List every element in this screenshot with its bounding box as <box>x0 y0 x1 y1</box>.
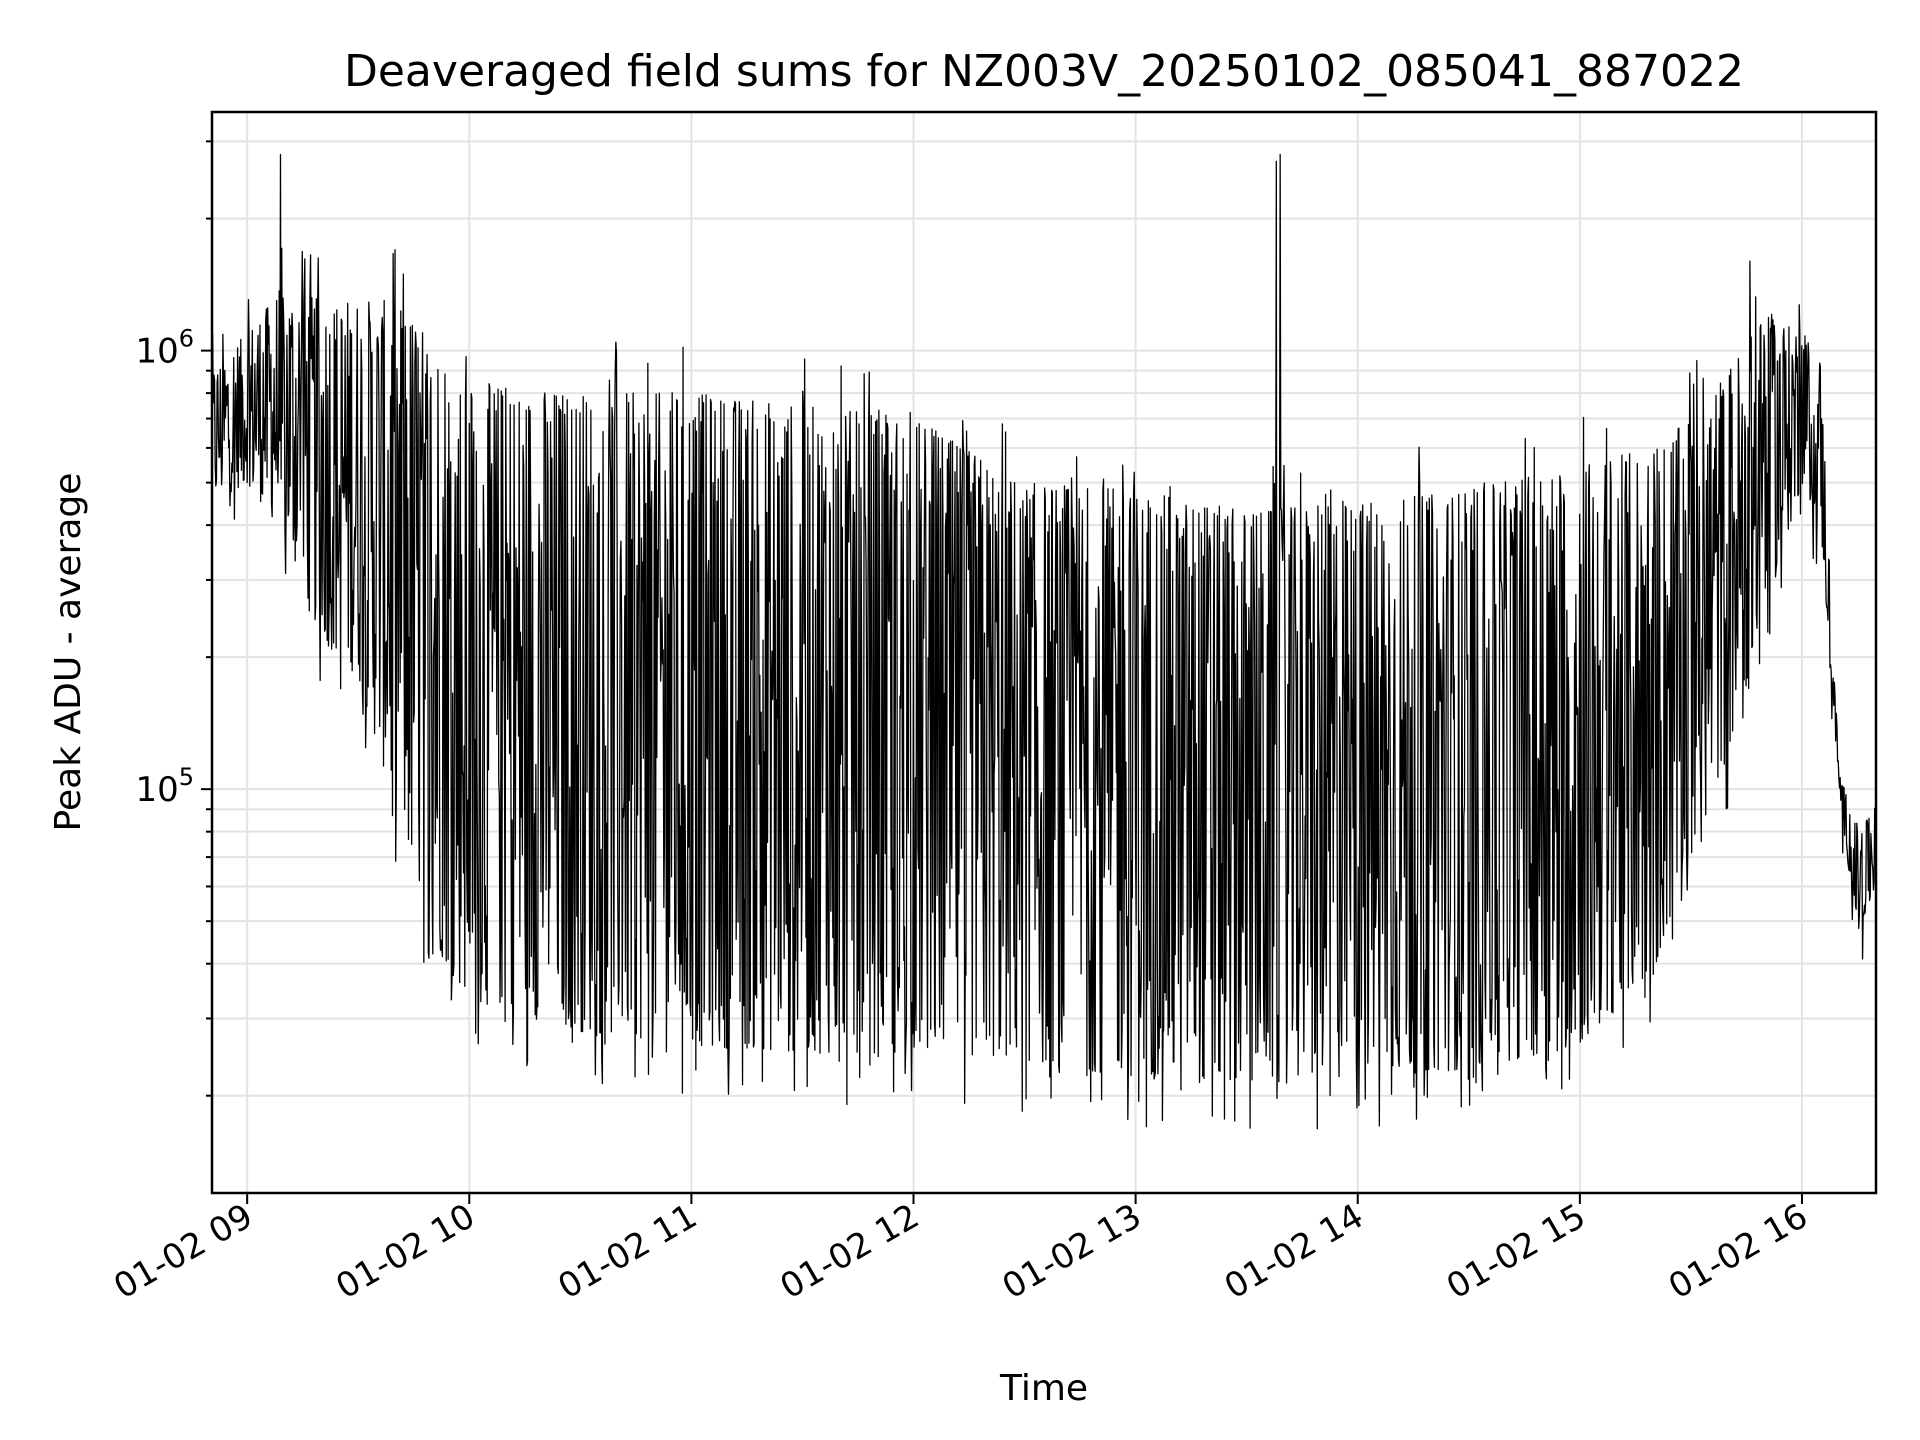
chart-title: Deaveraged field sums for NZ003V_2025010… <box>344 46 1744 97</box>
y-tick-label: 105 <box>135 763 194 810</box>
x-axis-label: Time <box>999 1368 1088 1409</box>
y-tick-label: 106 <box>135 325 194 372</box>
plot-frame <box>210 110 1878 1195</box>
series-line <box>211 153 1877 1130</box>
y-axis-label: Peak ADU - average <box>48 473 89 832</box>
series-layer <box>211 153 1877 1130</box>
y-axis: 105 106 <box>135 140 212 1097</box>
